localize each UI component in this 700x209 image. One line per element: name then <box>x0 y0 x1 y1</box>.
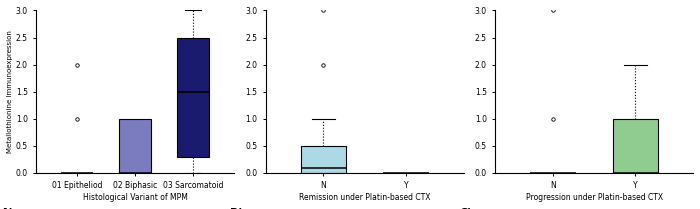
Y-axis label: Metallothionine Immunoexpression: Metallothionine Immunoexpression <box>7 30 13 153</box>
Bar <box>177 38 209 157</box>
X-axis label: Histological Variant of MPM: Histological Variant of MPM <box>83 193 188 202</box>
X-axis label: Progression under Platin-based CTX: Progression under Platin-based CTX <box>526 193 663 202</box>
Bar <box>301 146 346 173</box>
Bar <box>612 119 658 173</box>
Text: A): A) <box>1 208 14 209</box>
X-axis label: Remission under Platin-based CTX: Remission under Platin-based CTX <box>299 193 430 202</box>
Bar <box>119 119 151 173</box>
Text: C): C) <box>459 208 473 209</box>
Text: B): B) <box>230 208 244 209</box>
